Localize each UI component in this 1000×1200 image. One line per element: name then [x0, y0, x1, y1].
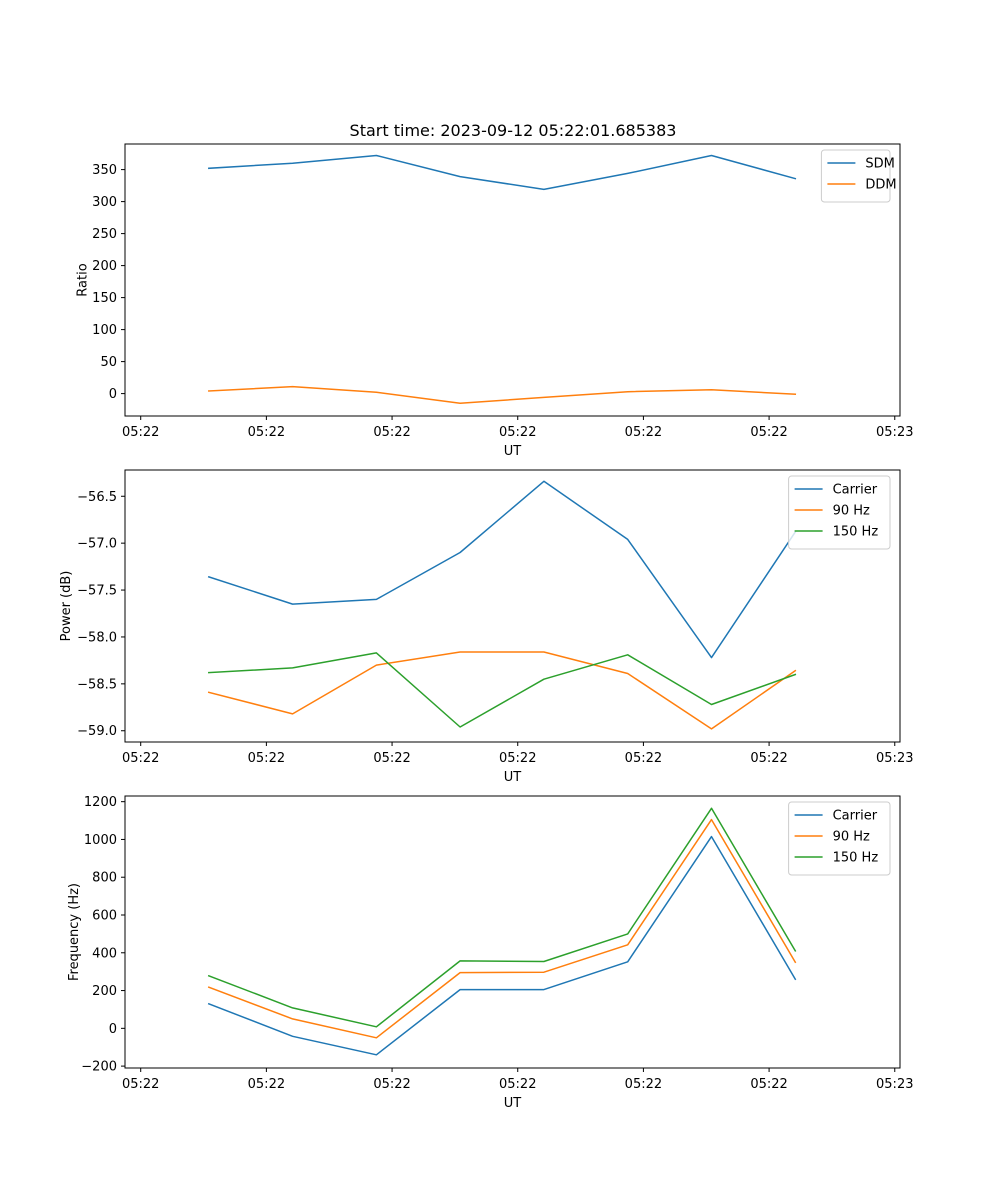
x-tick-label: 05:23 [876, 1077, 913, 1092]
x-tick-label: 05:23 [876, 425, 913, 440]
series-line-sdm [208, 154, 797, 191]
legend-label: 150 Hz [833, 525, 879, 540]
panel-1: 05:22 05:22 05:22 05:22 05:22 05:22 05:23 0 50 10… [75, 143, 913, 459]
x-tick-label: 05:22 [248, 1077, 285, 1092]
legend: Carrier 90 Hz 150 Hz [788, 475, 891, 550]
x-tick-label: 05:22 [122, 751, 159, 766]
y-tick-label: 400 [92, 946, 117, 961]
legend: SDM DDM [820, 149, 897, 203]
y-axis-label: Power (dB) [59, 571, 74, 642]
x-tick-label: 05:22 [248, 425, 285, 440]
y-tick-label: 100 [92, 323, 117, 338]
panel-3: 05:22 05:22 05:22 05:22 05:22 05:22 05:23 −200 0… [67, 795, 913, 1111]
x-tick-label: 05:22 [625, 1077, 662, 1092]
series-line-ddm [208, 385, 797, 404]
x-axis-label: UT [504, 444, 522, 459]
x-tick-label: 05:22 [750, 1077, 787, 1092]
y-tick-label: 0 [109, 1022, 117, 1037]
y-tick-label: 200 [92, 984, 117, 999]
figure-title: Start time: 2023-09-12 05:22:01.685383 [350, 121, 677, 140]
series-line-150-hz [208, 652, 797, 728]
legend-label: SDM [865, 157, 894, 172]
y-tick-label: 600 [92, 909, 117, 924]
axes-frame [124, 795, 901, 1069]
legend-label: Carrier [833, 809, 878, 824]
x-tick-label: 05:22 [122, 1077, 159, 1092]
series-line-150-hz [207, 807, 797, 1028]
y-tick-label: −59.0 [77, 724, 117, 739]
y-tick-label: 1200 [84, 795, 117, 810]
y-axis-label: Ratio [75, 263, 90, 296]
x-tick-label: 05:22 [373, 1077, 410, 1092]
x-tick-label: 05:22 [750, 751, 787, 766]
series-line-90-hz [207, 651, 797, 730]
legend-label: 90 Hz [833, 504, 870, 519]
legend-label: 90 Hz [833, 830, 870, 845]
y-tick-label: 350 [92, 163, 117, 178]
axes-frame [124, 143, 901, 417]
x-tick-label: 05:23 [876, 751, 913, 766]
series-line-carrier [207, 835, 797, 1056]
panels: 05:22 05:22 05:22 05:22 05:22 05:22 05:23 0 50 10… [59, 143, 913, 1111]
series-line-carrier [207, 480, 797, 659]
x-tick-label: 05:22 [499, 425, 536, 440]
x-tick-label: 05:22 [499, 751, 536, 766]
x-tick-label: 05:22 [122, 425, 159, 440]
y-tick-label: 150 [92, 291, 117, 306]
x-tick-label: 05:22 [248, 751, 285, 766]
y-axis-label: Frequency (Hz) [67, 883, 82, 981]
y-tick-label: −56.5 [77, 490, 117, 505]
x-tick-label: 05:22 [625, 751, 662, 766]
panel-2: 05:22 05:22 05:22 05:22 05:22 05:22 05:23 −59.0… [59, 469, 913, 785]
x-tick-label: 05:22 [499, 1077, 536, 1092]
x-axis-label: UT [504, 770, 522, 785]
y-tick-label: −57.0 [77, 537, 117, 552]
y-tick-label: 1000 [84, 833, 117, 848]
y-tick-label: 0 [109, 387, 117, 402]
y-tick-label: 800 [92, 871, 117, 886]
y-tick-label: 250 [92, 227, 117, 242]
series-line-90-hz [207, 818, 797, 1039]
y-tick-label: 300 [92, 195, 117, 210]
x-tick-label: 05:22 [373, 425, 410, 440]
x-tick-label: 05:22 [750, 425, 787, 440]
y-tick-label: 50 [100, 355, 117, 370]
y-tick-label: −57.5 [77, 584, 117, 599]
legend-label: Carrier [833, 483, 878, 498]
legend-label: DDM [865, 178, 896, 193]
x-tick-label: 05:22 [373, 751, 410, 766]
y-tick-label: 200 [92, 259, 117, 274]
y-tick-label: −58.0 [77, 630, 117, 645]
y-tick-label: −58.5 [77, 677, 117, 692]
x-axis-label: UT [504, 1096, 522, 1111]
legend: Carrier 90 Hz 150 Hz [788, 801, 891, 876]
legend-label: 150 Hz [833, 851, 879, 866]
x-tick-label: 05:22 [625, 425, 662, 440]
y-tick-label: −200 [81, 1060, 117, 1075]
axes-frame [124, 469, 901, 743]
